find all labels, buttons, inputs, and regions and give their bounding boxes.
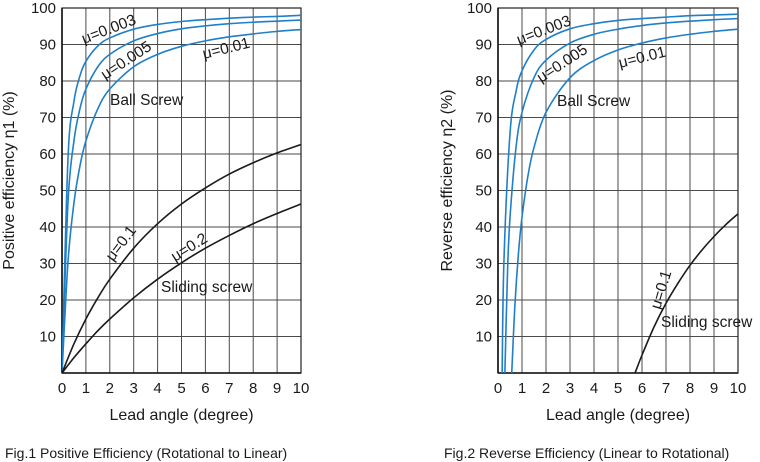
series-line-mu-0-003	[62, 14, 301, 373]
series-line-mu-0-01	[510, 28, 738, 373]
y-tick-label: 80	[475, 73, 492, 90]
series-line-mu-0-1	[62, 143, 301, 373]
y-tick-label: 60	[39, 146, 56, 163]
y-tick-label: 50	[475, 183, 492, 200]
series-group	[501, 13, 738, 373]
x-tick-label: 7	[662, 380, 670, 397]
annotation-ball-screw: Ball Screw	[110, 92, 184, 109]
x-tick-label: 1	[518, 380, 526, 397]
y-tick-label: 80	[39, 73, 56, 90]
chart-reverse-efficiency: 0 1 2 3 4 5 6 7 8 9 10 10 20 30 40 50 60 70 80 90 100 Lead an…	[439, 0, 753, 461]
series-label: μ=0.01	[201, 35, 252, 63]
y-tick-label: 90	[475, 37, 492, 54]
x-tick-label: 2	[106, 380, 114, 397]
annotation-sliding-screw: Sliding screw	[661, 314, 753, 331]
series-label: μ=0.1	[648, 268, 676, 311]
series-line-mu-0-005	[504, 17, 738, 373]
y-tick-label: 100	[467, 0, 492, 17]
y-tick-label: 60	[475, 146, 492, 163]
y-axis-title: Reverse efficiency η2 (%)	[439, 90, 456, 272]
x-tick-label: 3	[130, 380, 138, 397]
x-tick-label: 5	[614, 380, 622, 397]
series-label: μ=0.2	[168, 230, 211, 265]
x-tick-label: 3	[566, 380, 574, 397]
annotation-ball-screw: Ball Screw	[557, 93, 631, 110]
series-line-mu-0-2	[62, 203, 301, 373]
x-tick-label: 10	[730, 380, 747, 397]
y-tick-label: 90	[39, 37, 56, 54]
y-tick-label: 20	[39, 292, 56, 309]
y-tick-label: 70	[39, 110, 56, 127]
x-tick-label: 0	[58, 380, 66, 397]
y-tick-label: 40	[39, 219, 56, 236]
x-tick-label: 0	[494, 380, 502, 397]
y-tick-label: 50	[39, 183, 56, 200]
x-tick-label: 1	[82, 380, 90, 397]
x-tick-label: 8	[249, 380, 257, 397]
x-axis-title: Lead angle (degree)	[109, 407, 253, 424]
y-tick-label: 30	[475, 256, 492, 273]
y-tick-label: 30	[39, 256, 56, 273]
x-tick-label: 9	[710, 380, 718, 397]
x-tick-label: 9	[273, 380, 281, 397]
chart-positive-efficiency: 0 1 2 3 4 5 6 7 8 9 10 10 20 30 40 50 60 70 80 90 100 Lead an…	[1, 0, 309, 461]
series-label: μ=0.003	[514, 13, 573, 49]
x-tick-label: 5	[177, 380, 185, 397]
x-tick-label: 4	[153, 380, 161, 397]
y-tick-label: 40	[475, 219, 492, 236]
grid	[61, 7, 302, 373]
series-label: μ=0.1	[103, 223, 140, 265]
y-tick-label: 10	[39, 329, 56, 346]
series-line-mu-0-003	[501, 13, 738, 373]
x-axis-title: Lead angle (degree)	[546, 407, 690, 424]
x-tick-label: 8	[686, 380, 694, 397]
y-tick-label: 100	[31, 0, 56, 17]
x-tick-label: 4	[590, 380, 598, 397]
figure-caption: Fig.1 Positive Efficiency (Rotational to…	[5, 445, 287, 461]
annotation-sliding-screw: Sliding screw	[161, 279, 253, 296]
x-tick-label: 7	[225, 380, 233, 397]
series-line-mu-0-01	[62, 28, 301, 373]
y-tick-label: 70	[475, 110, 492, 127]
series-group	[62, 14, 301, 373]
y-tick-label: 10	[475, 329, 492, 346]
figure-caption: Fig.2 Reverse Efficiency (Linear to Rota…	[444, 445, 729, 461]
x-tick-label: 10	[293, 380, 310, 397]
series-line-mu-0-005	[62, 19, 301, 373]
y-axis-title: Positive efficiency η1 (%)	[1, 91, 18, 269]
y-tick-label: 20	[475, 292, 492, 309]
x-tick-label: 2	[542, 380, 550, 397]
series-line-mu-0-1	[634, 213, 738, 373]
x-tick-label: 6	[201, 380, 209, 397]
x-tick-label: 6	[638, 380, 646, 397]
